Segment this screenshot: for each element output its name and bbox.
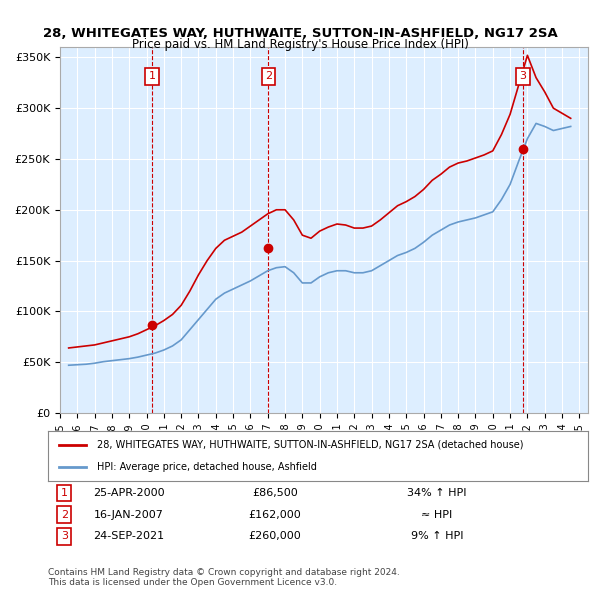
Text: HPI: Average price, detached house, Ashfield: HPI: Average price, detached house, Ashf… (97, 462, 316, 472)
Text: 16-JAN-2007: 16-JAN-2007 (94, 510, 164, 520)
Text: 25-APR-2000: 25-APR-2000 (93, 488, 165, 498)
Text: Price paid vs. HM Land Registry's House Price Index (HPI): Price paid vs. HM Land Registry's House … (131, 38, 469, 51)
Text: 3: 3 (519, 71, 526, 81)
Text: 1: 1 (61, 488, 68, 498)
Text: 28, WHITEGATES WAY, HUTHWAITE, SUTTON-IN-ASHFIELD, NG17 2SA (detached house): 28, WHITEGATES WAY, HUTHWAITE, SUTTON-IN… (97, 440, 523, 450)
Text: 2: 2 (61, 510, 68, 520)
Text: ≈ HPI: ≈ HPI (421, 510, 452, 520)
Text: 28, WHITEGATES WAY, HUTHWAITE, SUTTON-IN-ASHFIELD, NG17 2SA: 28, WHITEGATES WAY, HUTHWAITE, SUTTON-IN… (43, 27, 557, 40)
Text: 2: 2 (265, 71, 272, 81)
Text: 1: 1 (149, 71, 155, 81)
Text: £86,500: £86,500 (252, 488, 298, 498)
Text: £260,000: £260,000 (248, 532, 301, 542)
Text: 3: 3 (61, 532, 68, 542)
Text: £162,000: £162,000 (248, 510, 301, 520)
Text: 24-SEP-2021: 24-SEP-2021 (94, 532, 164, 542)
Text: 9% ↑ HPI: 9% ↑ HPI (410, 532, 463, 542)
Text: Contains HM Land Registry data © Crown copyright and database right 2024.
This d: Contains HM Land Registry data © Crown c… (48, 568, 400, 587)
Text: 34% ↑ HPI: 34% ↑ HPI (407, 488, 467, 498)
